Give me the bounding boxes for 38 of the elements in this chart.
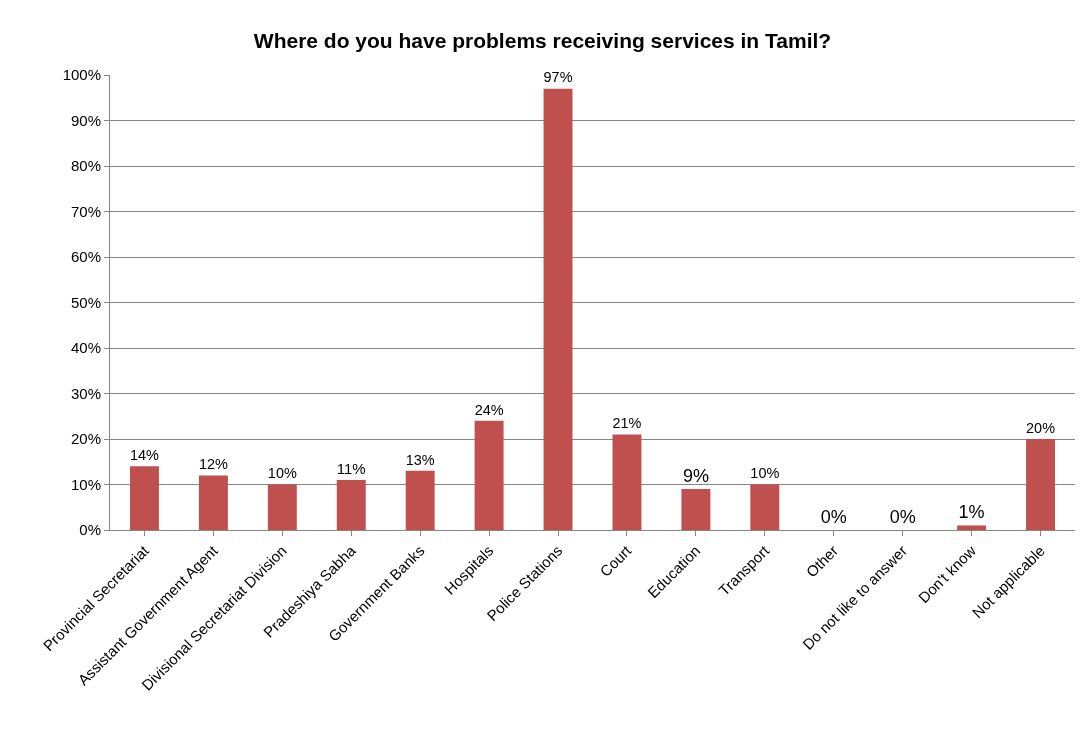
y-tick-label: 0% [79,521,101,539]
data-label: 21% [612,415,642,432]
y-tick-label: 50% [70,293,101,311]
data-label: 1% [958,502,985,523]
bar [474,420,504,530]
data-label: 9% [682,466,709,487]
y-tick-label: 100% [62,66,101,84]
data-label: 14% [130,447,160,464]
data-label: 11% [336,459,366,477]
y-tick-label: 40% [70,339,101,357]
bar [543,88,573,530]
y-tick-label: 80% [70,157,101,175]
bar [1026,439,1056,530]
chart-title: Where do you have problems receiving services in Tamil? [253,28,832,52]
bar [405,470,435,530]
bar [336,479,366,530]
data-label: 97% [543,69,573,86]
data-label: 13% [405,451,435,468]
y-tick-label: 60% [70,248,101,266]
data-label: 12% [198,456,228,473]
bar [750,484,780,530]
data-label: 10% [267,465,297,482]
y-tick-label: 70% [70,202,101,220]
bar [957,525,987,530]
data-label: 0% [889,507,916,527]
bar [129,466,159,530]
data-label: 0% [820,507,847,527]
y-tick-label: 20% [70,430,101,448]
bar [198,475,228,530]
bar [681,489,711,530]
bar [267,484,297,530]
bar [612,434,642,530]
data-label: 10% [750,465,780,482]
data-label: 24% [474,401,504,418]
data-label: 20% [1026,419,1056,436]
y-tick-label: 90% [70,111,101,129]
y-tick-label: 10% [70,475,101,493]
y-tick-label: 30% [70,384,101,402]
